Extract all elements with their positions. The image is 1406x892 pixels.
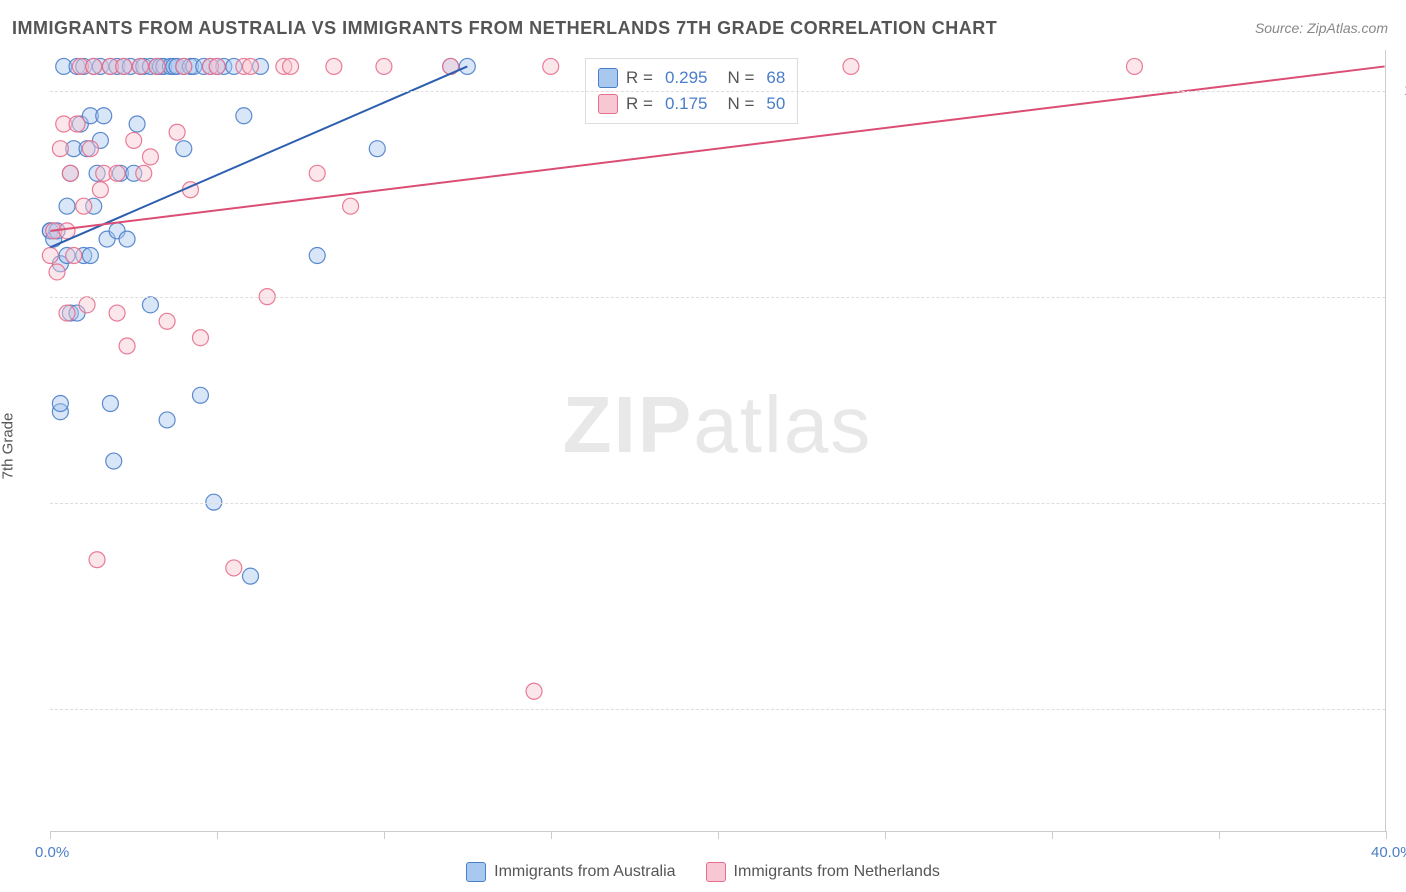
data-point bbox=[236, 108, 252, 124]
x-tick bbox=[384, 831, 385, 839]
data-point bbox=[82, 248, 98, 264]
data-point bbox=[96, 108, 112, 124]
legend-swatch bbox=[598, 68, 618, 88]
x-tick bbox=[217, 831, 218, 839]
data-point bbox=[543, 58, 559, 74]
legend-n-value: 50 bbox=[766, 94, 785, 114]
legend-n-label: N = bbox=[727, 94, 754, 114]
data-point bbox=[159, 412, 175, 428]
source-attribution: Source: ZipAtlas.com bbox=[1255, 20, 1388, 36]
data-point bbox=[243, 568, 259, 584]
data-point bbox=[62, 165, 78, 181]
series-name: Immigrants from Netherlands bbox=[734, 863, 940, 881]
data-point bbox=[119, 231, 135, 247]
data-point bbox=[109, 305, 125, 321]
data-point bbox=[59, 223, 75, 239]
data-point bbox=[129, 116, 145, 132]
data-point bbox=[126, 132, 142, 148]
scatter-svg bbox=[50, 50, 1385, 831]
data-point bbox=[52, 141, 68, 157]
y-tick-label: 95.0% bbox=[1395, 494, 1406, 511]
data-point bbox=[309, 165, 325, 181]
legend-swatch bbox=[466, 862, 486, 882]
legend-r-value: 0.175 bbox=[665, 94, 708, 114]
data-point bbox=[119, 338, 135, 354]
data-point bbox=[376, 58, 392, 74]
data-point bbox=[343, 198, 359, 214]
data-point bbox=[102, 396, 118, 412]
y-tick-label: 97.5% bbox=[1395, 288, 1406, 305]
data-point bbox=[116, 58, 132, 74]
data-point bbox=[142, 297, 158, 313]
legend-row: R = 0.175 N = 50 bbox=[598, 91, 785, 117]
data-point bbox=[326, 58, 342, 74]
x-tick bbox=[50, 831, 51, 839]
data-point bbox=[843, 58, 859, 74]
x-tick bbox=[1052, 831, 1053, 839]
x-tick-label: 0.0% bbox=[35, 844, 69, 861]
legend-r-label: R = bbox=[626, 94, 653, 114]
data-point bbox=[142, 149, 158, 165]
series-name: Immigrants from Australia bbox=[494, 863, 675, 881]
data-point bbox=[89, 552, 105, 568]
data-point bbox=[309, 248, 325, 264]
gridline bbox=[50, 503, 1385, 504]
data-point bbox=[86, 58, 102, 74]
data-point bbox=[69, 116, 85, 132]
data-point bbox=[106, 453, 122, 469]
data-point bbox=[169, 124, 185, 140]
data-point bbox=[52, 396, 68, 412]
x-tick bbox=[1219, 831, 1220, 839]
legend-r-value: 0.295 bbox=[665, 68, 708, 88]
data-point bbox=[132, 58, 148, 74]
data-point bbox=[192, 387, 208, 403]
gridline bbox=[50, 91, 1385, 92]
data-point bbox=[59, 198, 75, 214]
data-point bbox=[136, 165, 152, 181]
data-point bbox=[82, 141, 98, 157]
data-point bbox=[66, 248, 82, 264]
x-tick-label: 40.0% bbox=[1371, 844, 1406, 861]
data-point bbox=[42, 248, 58, 264]
x-tick bbox=[551, 831, 552, 839]
x-tick bbox=[885, 831, 886, 839]
data-point bbox=[149, 58, 165, 74]
plot-area: ZIPatlas R = 0.295N = 68R = 0.175N = 50 … bbox=[50, 50, 1386, 832]
data-point bbox=[159, 313, 175, 329]
data-point bbox=[192, 330, 208, 346]
data-point bbox=[109, 165, 125, 181]
data-point bbox=[1126, 58, 1142, 74]
legend-n-label: N = bbox=[727, 68, 754, 88]
data-point bbox=[92, 182, 108, 198]
data-point bbox=[176, 141, 192, 157]
data-point bbox=[59, 305, 75, 321]
data-point bbox=[49, 264, 65, 280]
legend-swatch bbox=[706, 862, 726, 882]
data-point bbox=[226, 560, 242, 576]
data-point bbox=[76, 198, 92, 214]
series-legend-item: Immigrants from Netherlands bbox=[706, 862, 940, 882]
data-point bbox=[369, 141, 385, 157]
data-point bbox=[283, 58, 299, 74]
y-axis-label: 7th Grade bbox=[0, 413, 17, 480]
y-tick-label: 100.0% bbox=[1395, 82, 1406, 99]
data-point bbox=[176, 58, 192, 74]
legend-n-value: 68 bbox=[766, 68, 785, 88]
gridline bbox=[50, 297, 1385, 298]
data-point bbox=[526, 683, 542, 699]
series-legend-item: Immigrants from Australia bbox=[466, 862, 675, 882]
legend-swatch bbox=[598, 94, 618, 114]
y-tick-label: 92.5% bbox=[1395, 700, 1406, 717]
legend-row: R = 0.295 N = 68 bbox=[598, 65, 785, 91]
chart-title: IMMIGRANTS FROM AUSTRALIA VS IMMIGRANTS … bbox=[12, 18, 997, 39]
legend-r-label: R = bbox=[626, 68, 653, 88]
data-point bbox=[209, 58, 225, 74]
data-point bbox=[243, 58, 259, 74]
x-tick bbox=[718, 831, 719, 839]
data-point bbox=[79, 297, 95, 313]
series-legend: Immigrants from Australia Immigrants from… bbox=[0, 862, 1406, 882]
x-tick bbox=[1386, 831, 1387, 839]
gridline bbox=[50, 709, 1385, 710]
trend-line bbox=[50, 66, 467, 247]
